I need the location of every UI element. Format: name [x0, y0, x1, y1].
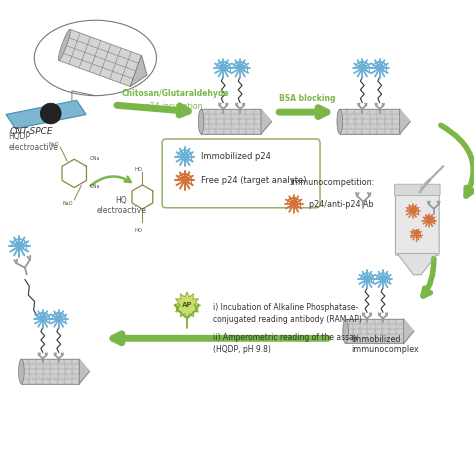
- Text: ONa: ONa: [89, 184, 100, 190]
- Text: (HQDP, pH 9.8): (HQDP, pH 9.8): [213, 345, 271, 354]
- Polygon shape: [397, 254, 438, 275]
- Text: NaO: NaO: [48, 142, 59, 147]
- Text: NaO: NaO: [63, 201, 73, 206]
- FancyBboxPatch shape: [346, 319, 403, 344]
- Text: p24 incubation: p24 incubation: [145, 102, 202, 111]
- Ellipse shape: [343, 319, 348, 344]
- Ellipse shape: [58, 29, 70, 60]
- Text: Immobilized
immunocomplex: Immobilized immunocomplex: [352, 335, 419, 355]
- Polygon shape: [130, 55, 147, 86]
- Polygon shape: [400, 109, 410, 134]
- Ellipse shape: [34, 20, 156, 96]
- FancyBboxPatch shape: [340, 109, 400, 134]
- FancyBboxPatch shape: [201, 109, 261, 134]
- Polygon shape: [59, 29, 141, 86]
- Text: HQ
electroactive: HQ electroactive: [96, 196, 146, 216]
- Text: p24/anti-p24 Ab: p24/anti-p24 Ab: [309, 200, 374, 209]
- FancyBboxPatch shape: [394, 184, 440, 196]
- FancyBboxPatch shape: [395, 191, 439, 255]
- Text: HO: HO: [135, 167, 142, 172]
- FancyBboxPatch shape: [162, 139, 320, 208]
- Ellipse shape: [337, 109, 343, 134]
- Ellipse shape: [198, 109, 204, 134]
- Text: Immobilized p24: Immobilized p24: [201, 153, 271, 161]
- Text: HO: HO: [135, 228, 142, 233]
- Polygon shape: [403, 319, 414, 344]
- Text: i) Incubation of Alkaline Phosphatase-: i) Incubation of Alkaline Phosphatase-: [213, 303, 358, 312]
- Text: conjugated reading antibody (RAM-AP): conjugated reading antibody (RAM-AP): [213, 315, 362, 324]
- Text: BSA blocking: BSA blocking: [279, 94, 335, 103]
- Text: Chitosan/Glutaraldehyde: Chitosan/Glutaraldehyde: [121, 89, 229, 98]
- Text: AP: AP: [182, 302, 192, 308]
- Circle shape: [40, 103, 61, 124]
- Polygon shape: [174, 292, 200, 319]
- Text: ONa: ONa: [89, 156, 100, 161]
- Ellipse shape: [18, 359, 24, 383]
- Text: Immunocompetition:: Immunocompetition:: [291, 178, 374, 187]
- Polygon shape: [6, 100, 86, 128]
- Text: HQDP
electroactive: HQDP electroactive: [9, 132, 58, 152]
- FancyBboxPatch shape: [21, 359, 79, 383]
- Text: ii) Amperometric reading of the assay: ii) Amperometric reading of the assay: [213, 333, 358, 342]
- Polygon shape: [79, 359, 90, 383]
- Polygon shape: [261, 109, 272, 134]
- Text: Free p24 (target analyte): Free p24 (target analyte): [201, 176, 307, 185]
- Text: CNT-SPCE: CNT-SPCE: [10, 128, 54, 136]
